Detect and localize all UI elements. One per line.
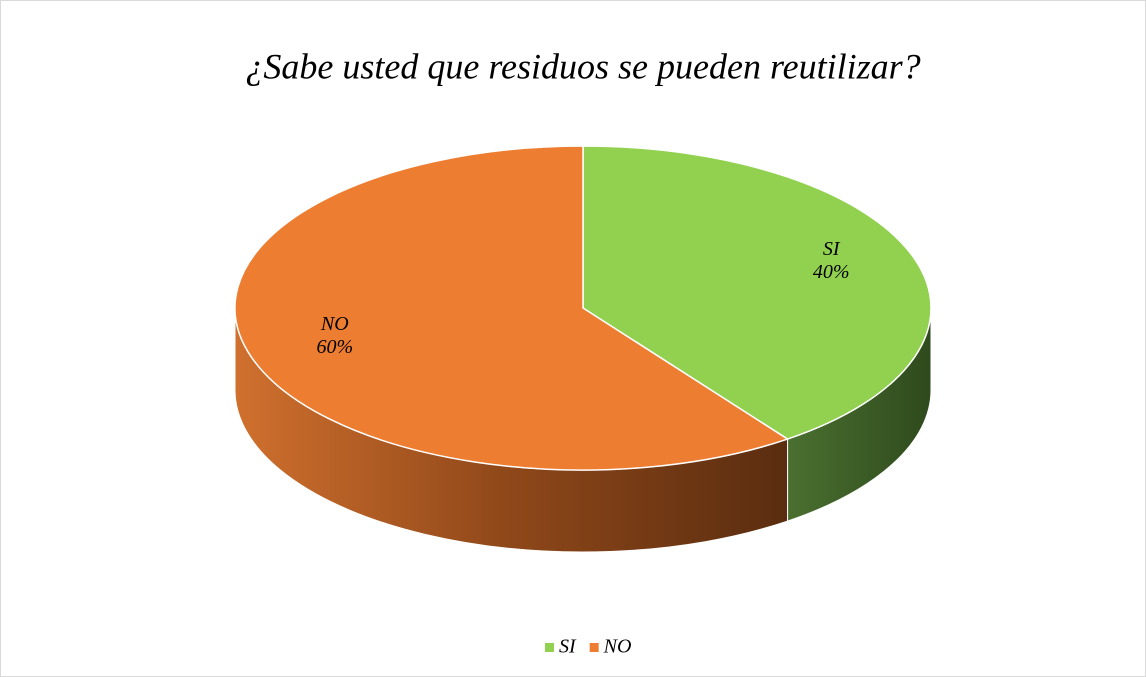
data-label-value: 40% — [813, 261, 850, 283]
data-label-value: 60% — [316, 336, 353, 358]
legend-label: NO — [603, 636, 632, 658]
legend-swatch — [545, 643, 554, 652]
data-label-category: NO — [320, 313, 349, 335]
chart-title: ¿Sabe usted que residuos se pueden reuti… — [245, 46, 920, 86]
pie-slice — [582, 145, 932, 440]
legend-label: SI — [559, 636, 577, 658]
pie-slice — [234, 145, 790, 471]
legend-swatch — [589, 643, 599, 652]
data-label-category: SI — [823, 238, 841, 260]
